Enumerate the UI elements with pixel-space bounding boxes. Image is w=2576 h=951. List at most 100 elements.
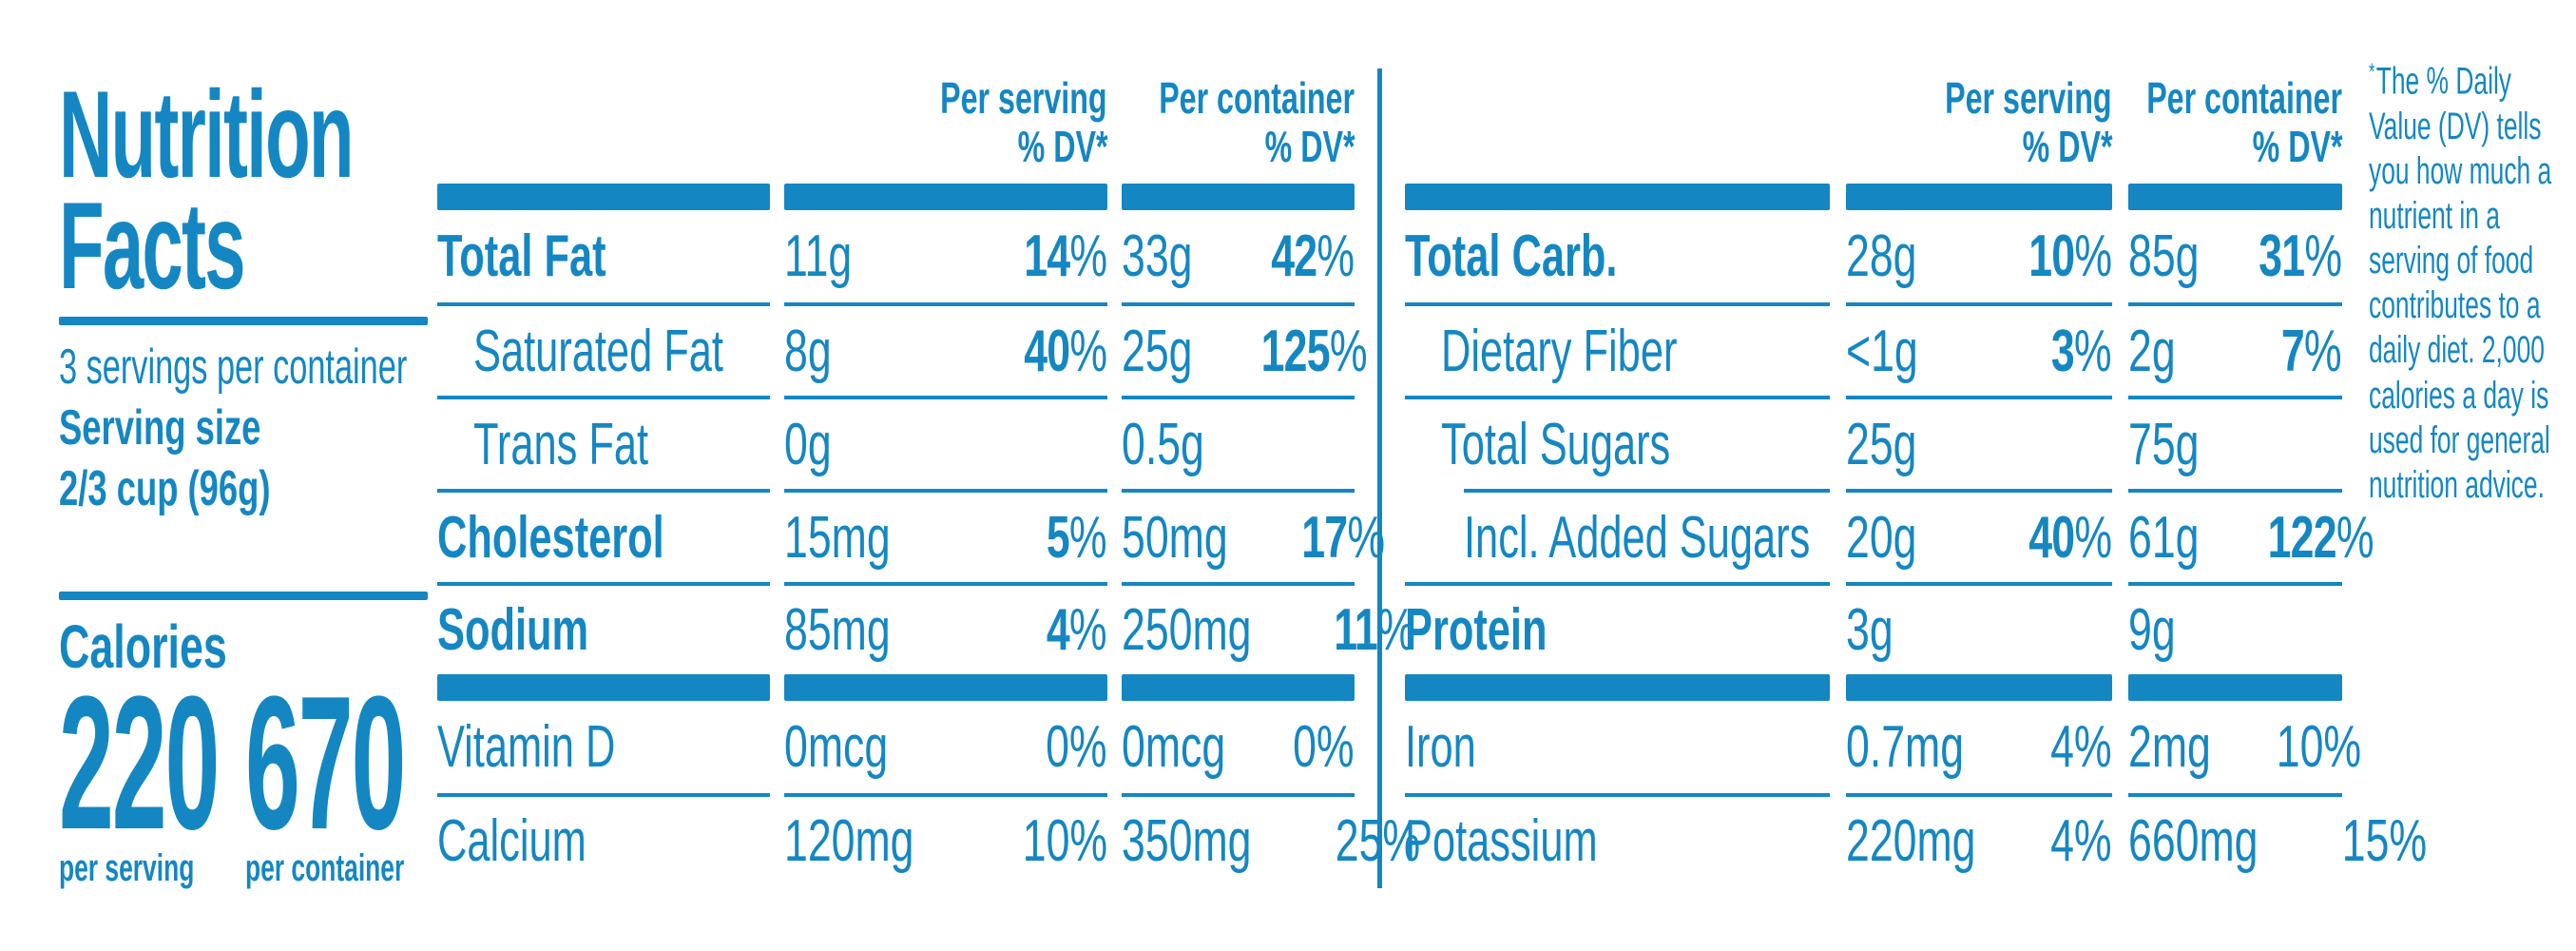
row-total-sugars-container-cell: 75g xyxy=(2128,396,2342,489)
title-line-2: Facts xyxy=(59,176,246,315)
row-total-carb-serving-cell: 28g 10% xyxy=(1846,210,2112,302)
row-sodium-container-qty: 250mg xyxy=(1122,597,1252,663)
mid-bar-container xyxy=(1122,674,1355,701)
row-potassium-label: Potassium xyxy=(1405,793,1830,885)
row-protein-serving-cell: 3g xyxy=(1846,582,2112,674)
per-container-header: Per container% DV* xyxy=(1122,55,1355,184)
row-cholesterol-container-dv: 17% xyxy=(1301,504,1386,571)
row-vitamin-d-container-qty: 0mcg xyxy=(1122,714,1226,780)
row-potassium-serving-cell: 220mg 4% xyxy=(1846,793,2112,885)
row-saturated-fat-serving-dv: 40% xyxy=(1024,318,1107,384)
serving-size-label: Serving size xyxy=(59,400,261,456)
row-total-sugars-label: Total Sugars xyxy=(1405,396,1830,489)
header-bar-container xyxy=(2128,184,2342,210)
per-serving-header-line1: Per serving xyxy=(940,72,1107,123)
nutrition-facts-title: Nutrition Facts xyxy=(59,65,428,315)
row-incl-added-sugars-container-dv: 122% xyxy=(2268,504,2375,571)
mid-bar-container xyxy=(2128,674,2342,701)
footnote-text: The % Daily Value (DV) tells you how muc… xyxy=(2369,60,2552,507)
calories-per-container: 670 per container xyxy=(230,657,551,890)
row-calcium-serving-cell: 120mg 10% xyxy=(784,793,1107,885)
title-divider xyxy=(59,317,428,325)
row-sodium-container-cell: 250mg 11% xyxy=(1122,582,1414,674)
header-bar-label xyxy=(1405,184,1830,210)
mid-bar-label xyxy=(437,674,770,701)
row-cholesterol-serving-cell: 15mg 5% xyxy=(784,489,1107,582)
footnote-asterisk: * xyxy=(2369,60,2375,86)
row-total-fat-serving-cell: 11g 14% xyxy=(784,210,1107,302)
nutrient-table-left: Per serving% DV* Per container% DV* Total … xyxy=(437,55,1420,885)
row-iron-label: Iron xyxy=(1405,714,1476,780)
row-dietary-fiber-container-qty: 2g xyxy=(2128,318,2176,384)
row-total-fat-label: Total Fat xyxy=(437,223,606,289)
row-total-fat-serving-qty: 11g xyxy=(784,223,853,289)
row-cholesterol-container-cell: 50mg 17% xyxy=(1122,489,1385,582)
row-cholesterol-label: Cholesterol xyxy=(437,489,770,582)
row-trans-fat-container-cell: 0.5g xyxy=(1122,396,1355,489)
row-total-carb-serving-qty: 28g xyxy=(1846,223,1917,289)
row-saturated-fat-label: Saturated Fat xyxy=(437,302,770,396)
header-spacer xyxy=(437,55,770,184)
row-calcium-container-qty: 350mg xyxy=(1122,808,1252,874)
calories-values: 220 per serving 670 per container xyxy=(59,669,428,890)
row-iron-serving-cell: 0.7mg 4% xyxy=(1846,701,2112,793)
row-sodium-serving-dv: 4% xyxy=(1047,597,1107,663)
header-bar-serving xyxy=(1846,184,2112,210)
row-protein-serving-qty: 3g xyxy=(1846,597,1894,663)
row-iron-serving-dv: 4% xyxy=(2050,714,2112,780)
row-total-carb-container-dv: 31% xyxy=(2259,223,2343,289)
header-bar-container xyxy=(1122,184,1355,210)
row-dietary-fiber-container-dv: 7% xyxy=(2281,318,2342,384)
mid-bar-label xyxy=(1405,674,1830,701)
row-sodium-container-dv: 11% xyxy=(1333,597,1415,663)
row-cholesterol-serving-qty: 15mg xyxy=(784,504,891,571)
per-serving-header-dv: % DV* xyxy=(2022,122,2112,172)
row-incl-added-sugars-serving-cell: 20g 40% xyxy=(1846,489,2112,582)
row-total-sugars-serving-cell: 25g xyxy=(1846,396,2112,489)
mid-bar-serving xyxy=(784,674,1107,701)
row-protein-container-cell: 9g xyxy=(2128,582,2342,674)
row-sodium-serving-qty: 85mg xyxy=(784,597,891,663)
per-serving-header: Per serving% DV* xyxy=(1846,55,2112,184)
row-incl-added-sugars-serving-dv: 40% xyxy=(2028,504,2112,571)
mid-bar-serving xyxy=(1846,674,2112,701)
row-calcium-label: Calcium xyxy=(437,793,770,885)
row-total-fat-serving-dv: 14% xyxy=(1024,223,1107,289)
row-incl-added-sugars-container-qty: 61g xyxy=(2128,504,2200,571)
row-total-carb-serving-dv: 10% xyxy=(2028,223,2112,289)
row-trans-fat-container-qty: 0.5g xyxy=(1122,411,1204,477)
row-potassium-container-qty: 660mg xyxy=(2128,808,2259,874)
row-calcium-serving-dv: 10% xyxy=(1022,808,1107,874)
row-potassium-serving-qty: 220mg xyxy=(1846,808,1976,874)
row-total-sugars-serving-qty: 25g xyxy=(1846,411,1917,477)
row-vitamin-d-serving-cell: 0mcg 0% xyxy=(784,701,1107,793)
serving-size-divider xyxy=(59,592,428,601)
title-line-1: Nutrition xyxy=(59,65,355,204)
row-incl-added-sugars-container-cell: 61g 122% xyxy=(2128,489,2374,582)
per-serving-header: Per serving% DV* xyxy=(784,55,1107,184)
calories-per-container-caption: per container xyxy=(245,847,405,890)
row-vitamin-d-serving-dv: 0% xyxy=(1046,714,1107,780)
row-iron-serving-qty: 0.7mg xyxy=(1846,714,1965,780)
calories-per-serving: 220 per serving xyxy=(59,669,228,890)
calories-label: Calories xyxy=(59,612,227,682)
header-spacer xyxy=(1405,55,1830,184)
row-protein-container-qty: 9g xyxy=(2128,597,2176,663)
row-incl-added-sugars-label: Incl. Added Sugars xyxy=(1464,489,1830,582)
row-vitamin-d-container-cell: 0mcg 0% xyxy=(1122,701,1355,793)
row-calcium-container-dv: 25% xyxy=(1335,808,1420,874)
calories-per-container-value: 670 xyxy=(245,657,406,870)
per-container-header: Per container% DV* xyxy=(2128,55,2342,184)
row-saturated-fat-container-qty: 25g xyxy=(1122,318,1193,384)
table-separator-line xyxy=(1377,68,1382,888)
header-bar-serving xyxy=(784,184,1107,210)
row-dietary-fiber-label: Dietary Fiber xyxy=(1405,302,1830,396)
row-cholesterol-serving-dv: 5% xyxy=(1047,504,1107,571)
row-iron-container-qty: 2mg xyxy=(2128,714,2211,780)
row-iron-container-dv: 10% xyxy=(2276,714,2361,780)
row-vitamin-d-serving-qty: 0mcg xyxy=(784,714,889,780)
per-container-header-dv: % DV* xyxy=(2252,122,2342,172)
row-dietary-fiber-container-cell: 2g 7% xyxy=(2128,302,2342,396)
row-total-sugars-container-qty: 75g xyxy=(2128,411,2200,477)
